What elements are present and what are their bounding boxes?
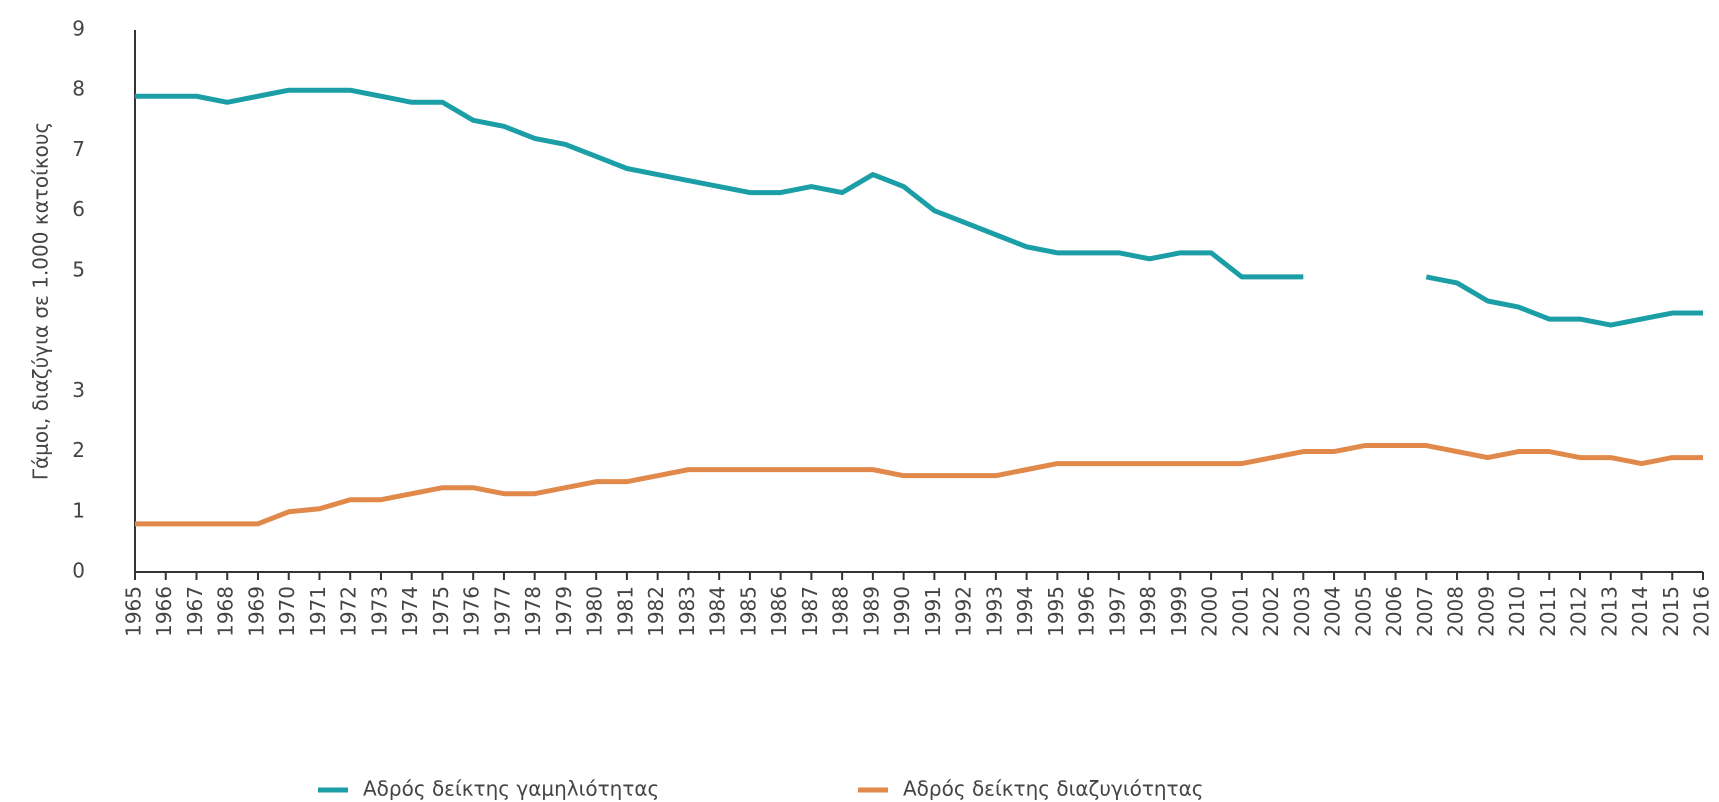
x-tick-label: 2013: [1597, 586, 1621, 637]
x-tick-label: 1982: [644, 586, 668, 637]
x-tick-label: 2010: [1505, 586, 1529, 637]
x-tick-label: 2000: [1198, 586, 1222, 637]
x-tick-label: 2011: [1536, 586, 1560, 637]
x-tick-label: 2006: [1382, 586, 1406, 637]
x-tick-label: 1974: [398, 586, 422, 637]
x-tick-label: 1988: [829, 586, 853, 637]
x-tick-label: 1983: [675, 586, 699, 637]
x-tick-label: 1980: [583, 586, 607, 637]
x-tick-label: 1993: [982, 586, 1006, 637]
x-tick-label: 1976: [460, 586, 484, 637]
x-tick-label: 1979: [552, 586, 576, 637]
x-tick-label: 1995: [1044, 586, 1068, 637]
y-tick-label: 8: [72, 77, 85, 101]
x-tick-label: 1969: [244, 586, 268, 637]
x-tick-label: 1999: [1167, 586, 1191, 637]
x-tick-label: 1971: [306, 586, 330, 637]
series-line: [135, 87, 1703, 328]
x-tick-label: 1968: [214, 586, 238, 637]
x-tick-label: 2014: [1628, 586, 1652, 637]
x-tick-label: 1965: [122, 586, 146, 637]
x-tick-label: 1967: [183, 586, 207, 637]
y-tick-label: 2: [72, 438, 85, 462]
x-tick-label: 1975: [429, 586, 453, 637]
x-tick-label: 1986: [767, 586, 791, 637]
y-tick-label: 5: [72, 257, 85, 281]
x-tick-label: 1966: [152, 586, 176, 637]
x-tick-label: 1977: [490, 586, 514, 637]
x-tick-label: 2007: [1413, 586, 1437, 637]
x-tick-label: 2008: [1444, 586, 1468, 637]
x-tick-label: 1991: [921, 586, 945, 637]
y-tick-label: 1: [72, 498, 85, 522]
x-tick-label: 1978: [521, 586, 545, 637]
x-tick-label: 2009: [1474, 586, 1498, 637]
legend-label: Αδρός δείκτης γαμηλιότητας: [363, 777, 659, 801]
x-tick-label: 2005: [1351, 586, 1375, 637]
x-tick-label: 1990: [890, 586, 914, 637]
series-line: [135, 443, 1703, 527]
x-tick-label: 1994: [1013, 586, 1037, 637]
x-tick-label: 1970: [275, 586, 299, 637]
y-tick-label: 3: [72, 378, 85, 402]
x-tick-label: 2004: [1321, 586, 1345, 637]
x-tick-label: 1972: [337, 586, 361, 637]
x-tick-label: 1987: [798, 586, 822, 637]
y-axis-label: Γάμοι, διαζύγια σε 1.000 κατοίκους: [29, 122, 53, 480]
x-tick-label: 1985: [736, 586, 760, 637]
legend-label: Αδρός δείκτης διαζυγιότητας: [903, 777, 1204, 801]
x-tick-label: 1996: [1075, 586, 1099, 637]
x-tick-label: 1992: [952, 586, 976, 637]
x-tick-label: 1998: [1136, 586, 1160, 637]
y-tick-label: 9: [72, 17, 85, 41]
y-tick-label: 0: [72, 559, 85, 583]
x-tick-label: 2015: [1659, 586, 1683, 637]
x-tick-label: 1997: [1105, 586, 1129, 637]
y-tick-label: 6: [72, 197, 85, 221]
x-tick-label: 1981: [613, 586, 637, 637]
x-tick-label: 2003: [1290, 586, 1314, 637]
y-tick-label: 7: [72, 137, 85, 161]
x-tick-label: 1984: [706, 586, 730, 637]
x-tick-label: 1973: [367, 586, 391, 637]
x-tick-label: 2002: [1259, 586, 1283, 637]
x-tick-label: 2012: [1567, 586, 1591, 637]
x-tick-label: 2001: [1228, 586, 1252, 637]
x-tick-label: 2016: [1690, 586, 1714, 637]
x-tick-label: 1989: [859, 586, 883, 637]
